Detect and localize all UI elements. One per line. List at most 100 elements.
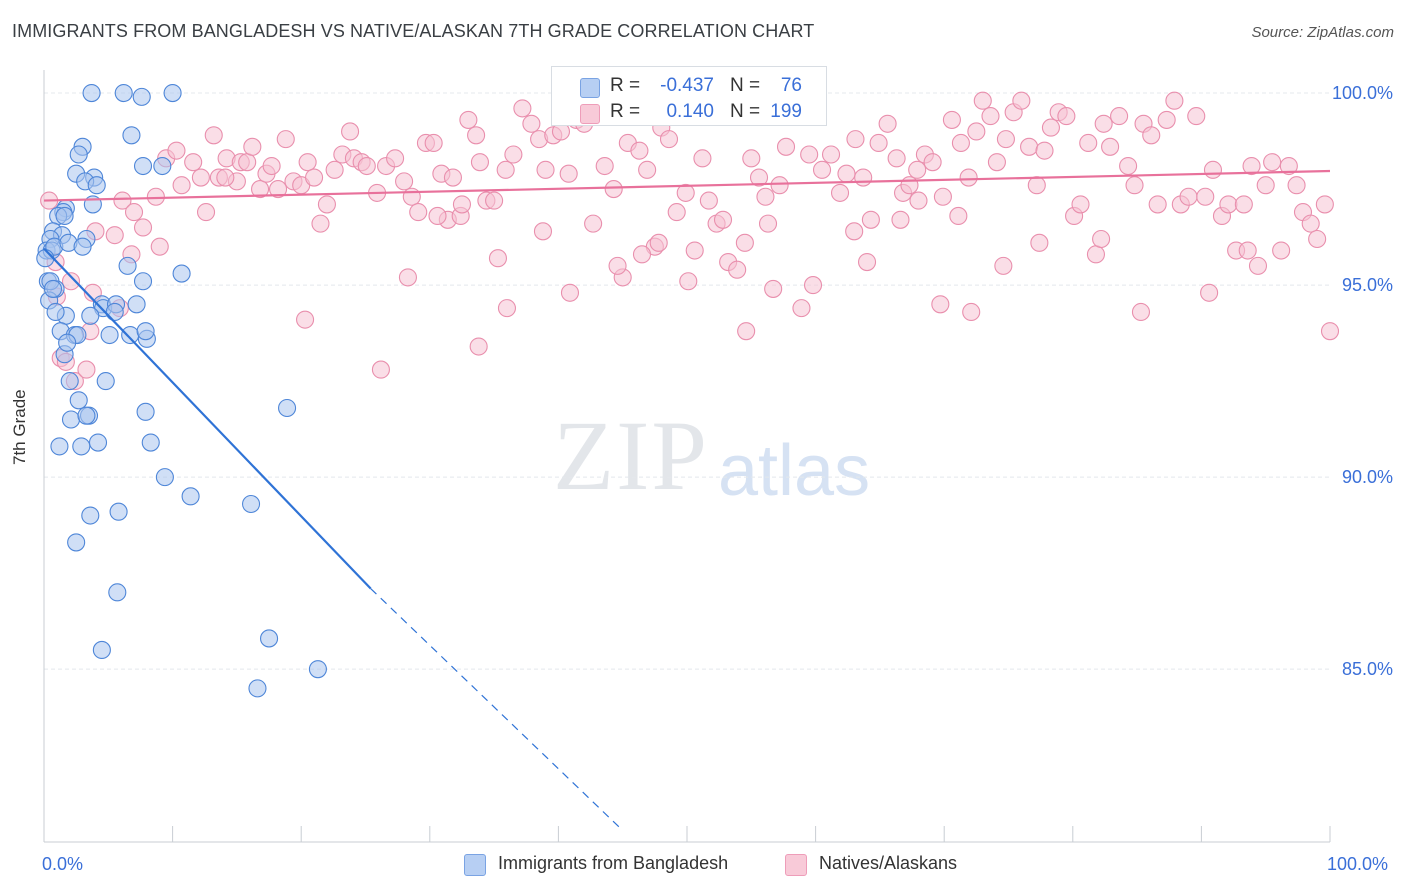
natives-point — [770, 176, 789, 195]
bangladesh-point — [155, 468, 174, 487]
natives-point — [1279, 156, 1298, 176]
natives-point — [973, 91, 992, 110]
natives-point — [649, 233, 668, 252]
bangladesh-point — [61, 410, 81, 429]
natives-point — [900, 176, 919, 195]
bangladesh-point — [109, 502, 128, 521]
natives-point — [204, 126, 223, 145]
natives-point — [803, 276, 823, 295]
bottom-legend-label: Immigrants from Bangladesh — [498, 853, 729, 873]
natives-point — [749, 168, 769, 187]
bangladesh-point — [141, 433, 160, 452]
grid-lines — [44, 92, 1330, 670]
natives-point — [987, 153, 1006, 172]
natives-point — [861, 210, 880, 229]
natives-point — [146, 187, 165, 206]
chart-title: IMMIGRANTS FROM BANGLADESH VS NATIVE/ALA… — [12, 21, 815, 41]
natives-point — [485, 191, 504, 210]
natives-point — [1200, 283, 1219, 302]
natives-point — [742, 149, 761, 168]
natives-point — [1131, 302, 1151, 322]
bangladesh-point — [58, 333, 77, 352]
natives-point — [77, 360, 96, 379]
natives-point — [1256, 176, 1275, 195]
legend-row-bangladesh: R = -0.437 N = 76 — [552, 74, 826, 100]
trend-lines — [43, 169, 1331, 831]
natives-point — [488, 249, 508, 268]
natives-point — [325, 160, 344, 179]
natives-point — [1263, 153, 1282, 172]
natives-point — [341, 122, 360, 141]
natives-point — [764, 279, 783, 298]
natives-point — [1020, 137, 1039, 156]
natives-point — [317, 195, 336, 214]
natives-point — [172, 176, 191, 195]
bangladesh-points — [36, 83, 327, 698]
natives-point — [124, 203, 144, 222]
y-tick-label: 90.0% — [1342, 467, 1393, 487]
bangladesh-point — [81, 506, 100, 525]
natives-point — [1119, 156, 1138, 176]
legend-n-value: 199 — [770, 101, 802, 122]
natives-point — [869, 133, 888, 153]
bangladesh-point — [81, 306, 100, 325]
legend-swatch-blue — [580, 78, 600, 98]
natives-point — [357, 156, 376, 176]
natives-point — [737, 322, 756, 341]
legend-r-label: R = — [610, 75, 641, 96]
natives-point — [632, 245, 652, 264]
bangladesh-point — [87, 176, 106, 195]
natives-point — [1148, 195, 1167, 214]
natives-point — [830, 183, 850, 202]
natives-point — [1308, 229, 1327, 249]
natives-point — [311, 214, 330, 233]
natives-point — [812, 160, 832, 179]
watermark-atlas: atlas — [718, 431, 871, 511]
correlation-legend: R = -0.437 N = 76 R = 0.140 N = 199 — [551, 66, 827, 126]
bangladesh-point — [241, 494, 261, 514]
bottom-legend-swatch-blue — [464, 854, 486, 876]
natives-point — [184, 153, 203, 172]
bangladesh-point — [114, 83, 133, 103]
natives-point — [909, 191, 928, 210]
natives-point — [1248, 256, 1268, 275]
natives-point — [887, 149, 906, 168]
y-tick-label: 100.0% — [1332, 83, 1393, 103]
natives-point — [167, 141, 186, 160]
natives-point — [371, 360, 390, 379]
bangladesh-point — [73, 237, 92, 256]
natives-point — [1125, 176, 1144, 195]
natives-point — [630, 141, 649, 160]
bangladesh-point — [55, 206, 74, 226]
natives-point — [931, 295, 950, 314]
natives-point — [497, 299, 517, 318]
natives-point — [908, 160, 927, 179]
bangladesh-point — [136, 322, 155, 341]
natives-point — [735, 233, 754, 252]
bangladesh-point — [100, 325, 119, 345]
legend-r-value: -0.437 — [660, 75, 714, 96]
natives-point — [638, 160, 657, 179]
natives-point — [113, 191, 132, 210]
legend-r-value: 0.140 — [666, 101, 714, 122]
natives-point — [191, 168, 210, 187]
bangladesh-point — [163, 83, 182, 103]
bangladesh-point — [36, 249, 55, 268]
natives-point — [1179, 187, 1198, 206]
watermark-zip: ZIP — [553, 400, 709, 511]
natives-point — [1203, 160, 1223, 179]
x-tick-label-min: 0.0% — [42, 854, 84, 874]
natives-point — [776, 137, 796, 156]
natives-point — [1142, 126, 1161, 145]
natives-point — [996, 130, 1015, 149]
natives-point — [608, 256, 627, 275]
bangladesh-point — [88, 433, 108, 452]
natives-point — [1041, 118, 1060, 137]
natives-point — [679, 272, 698, 291]
natives-point — [1057, 107, 1076, 126]
natives-point — [559, 164, 578, 183]
natives-point — [967, 122, 986, 141]
bangladesh-trend-line — [43, 247, 372, 590]
natives-point — [713, 210, 733, 229]
